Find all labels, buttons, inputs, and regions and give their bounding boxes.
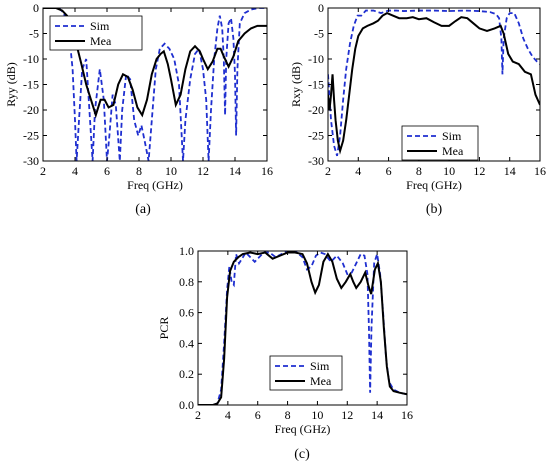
series-line-mea <box>198 251 407 405</box>
x-tick-label: 6 <box>386 164 392 178</box>
panel-caption: (b) <box>426 202 443 217</box>
plot-frame <box>197 250 408 406</box>
legend-label-mea: Mea <box>310 374 332 388</box>
x-axis-label: Freq (GHz) <box>127 178 183 192</box>
x-tick-label: 10 <box>443 164 455 178</box>
y-tick-label: -30 <box>308 154 324 168</box>
chart-panel-2: 2 4 6 8 10 12 14 16 0 -5 -10 -15 -20 -25 -30 Freq (GHz)… <box>289 1 546 217</box>
y-tick-label: 0.2 <box>179 367 194 381</box>
x-tick-label: 2 <box>40 164 46 178</box>
y-axis-label: PCR <box>157 317 171 340</box>
legend-box <box>401 125 479 161</box>
y-tick-label: -20 <box>23 103 39 117</box>
y-axis-label: Ryy (dB) <box>4 62 18 107</box>
legend-label-sim: Sim <box>442 129 462 143</box>
y-tick-label: -15 <box>23 78 39 92</box>
legend-label-sim: Sim <box>90 19 110 33</box>
x-tick-label: 4 <box>355 164 361 178</box>
y-tick-label: 1.0 <box>179 244 194 258</box>
x-tick-label: 10 <box>165 164 177 178</box>
x-tick-label: 2 <box>325 164 331 178</box>
x-tick-label: 8 <box>136 164 142 178</box>
y-tick-label: -5 <box>29 27 39 41</box>
x-axis-label: Freq (GHz) <box>275 422 331 436</box>
legend-box <box>49 15 143 51</box>
legend-label-sim: Sim <box>310 359 330 373</box>
x-tick-label: 14 <box>371 408 383 422</box>
legend-label-mea: Mea <box>442 144 464 158</box>
series-line-mea <box>328 11 540 155</box>
y-tick-label: -5 <box>314 27 324 41</box>
x-tick-label: 4 <box>225 408 231 422</box>
panel-caption: (a) <box>135 202 151 217</box>
series-line-sim <box>198 251 407 405</box>
x-tick-label: 16 <box>401 408 413 422</box>
y-tick-label: 0 <box>318 1 324 15</box>
x-tick-label: 6 <box>104 164 110 178</box>
y-tick-label: -25 <box>308 129 324 143</box>
y-tick-label: 0.4 <box>179 336 194 350</box>
panel-caption: (c) <box>294 447 310 462</box>
chart-panel-3: 2 4 6 8 10 12 14 16 0.0 0.2 0.4 0.6 0.8 1.0 Freq (GHz)… <box>157 244 413 462</box>
x-tick-label: 14 <box>504 164 516 178</box>
x-tick-label: 10 <box>311 408 323 422</box>
chart-panel-1: 2 4 6 8 10 12 14 16 0 -5 -10 -15 -20 -25 -30 Freq (GHz)… <box>4 1 273 217</box>
x-tick-label: 8 <box>285 408 291 422</box>
y-tick-label: -20 <box>308 103 324 117</box>
series-line-sim <box>43 8 267 161</box>
x-tick-label: 8 <box>416 164 422 178</box>
legend-box <box>269 355 343 391</box>
series-line-mea <box>43 8 267 119</box>
x-tick-label: 16 <box>261 164 273 178</box>
x-tick-label: 12 <box>197 164 209 178</box>
x-axis-label: Freq (GHz) <box>406 178 462 192</box>
x-tick-label: 4 <box>72 164 78 178</box>
x-tick-label: 12 <box>341 408 353 422</box>
y-tick-label: 0 <box>33 1 39 15</box>
y-tick-label: -10 <box>308 52 324 66</box>
series-line-sim <box>328 9 540 157</box>
legend-label-mea: Mea <box>90 34 112 48</box>
x-tick-label: 16 <box>534 164 546 178</box>
y-tick-label: -30 <box>23 154 39 168</box>
x-tick-label: 6 <box>255 408 261 422</box>
y-tick-label: -10 <box>23 52 39 66</box>
y-tick-label: -25 <box>23 129 39 143</box>
x-tick-label: 14 <box>229 164 241 178</box>
x-tick-label: 2 <box>195 408 201 422</box>
y-tick-label: 0.8 <box>179 275 194 289</box>
x-tick-label: 12 <box>473 164 485 178</box>
y-tick-label: 0.0 <box>179 398 194 412</box>
y-tick-label: 0.6 <box>179 306 194 320</box>
y-tick-label: -15 <box>308 78 324 92</box>
y-axis-label: Rxy (dB) <box>289 62 303 107</box>
